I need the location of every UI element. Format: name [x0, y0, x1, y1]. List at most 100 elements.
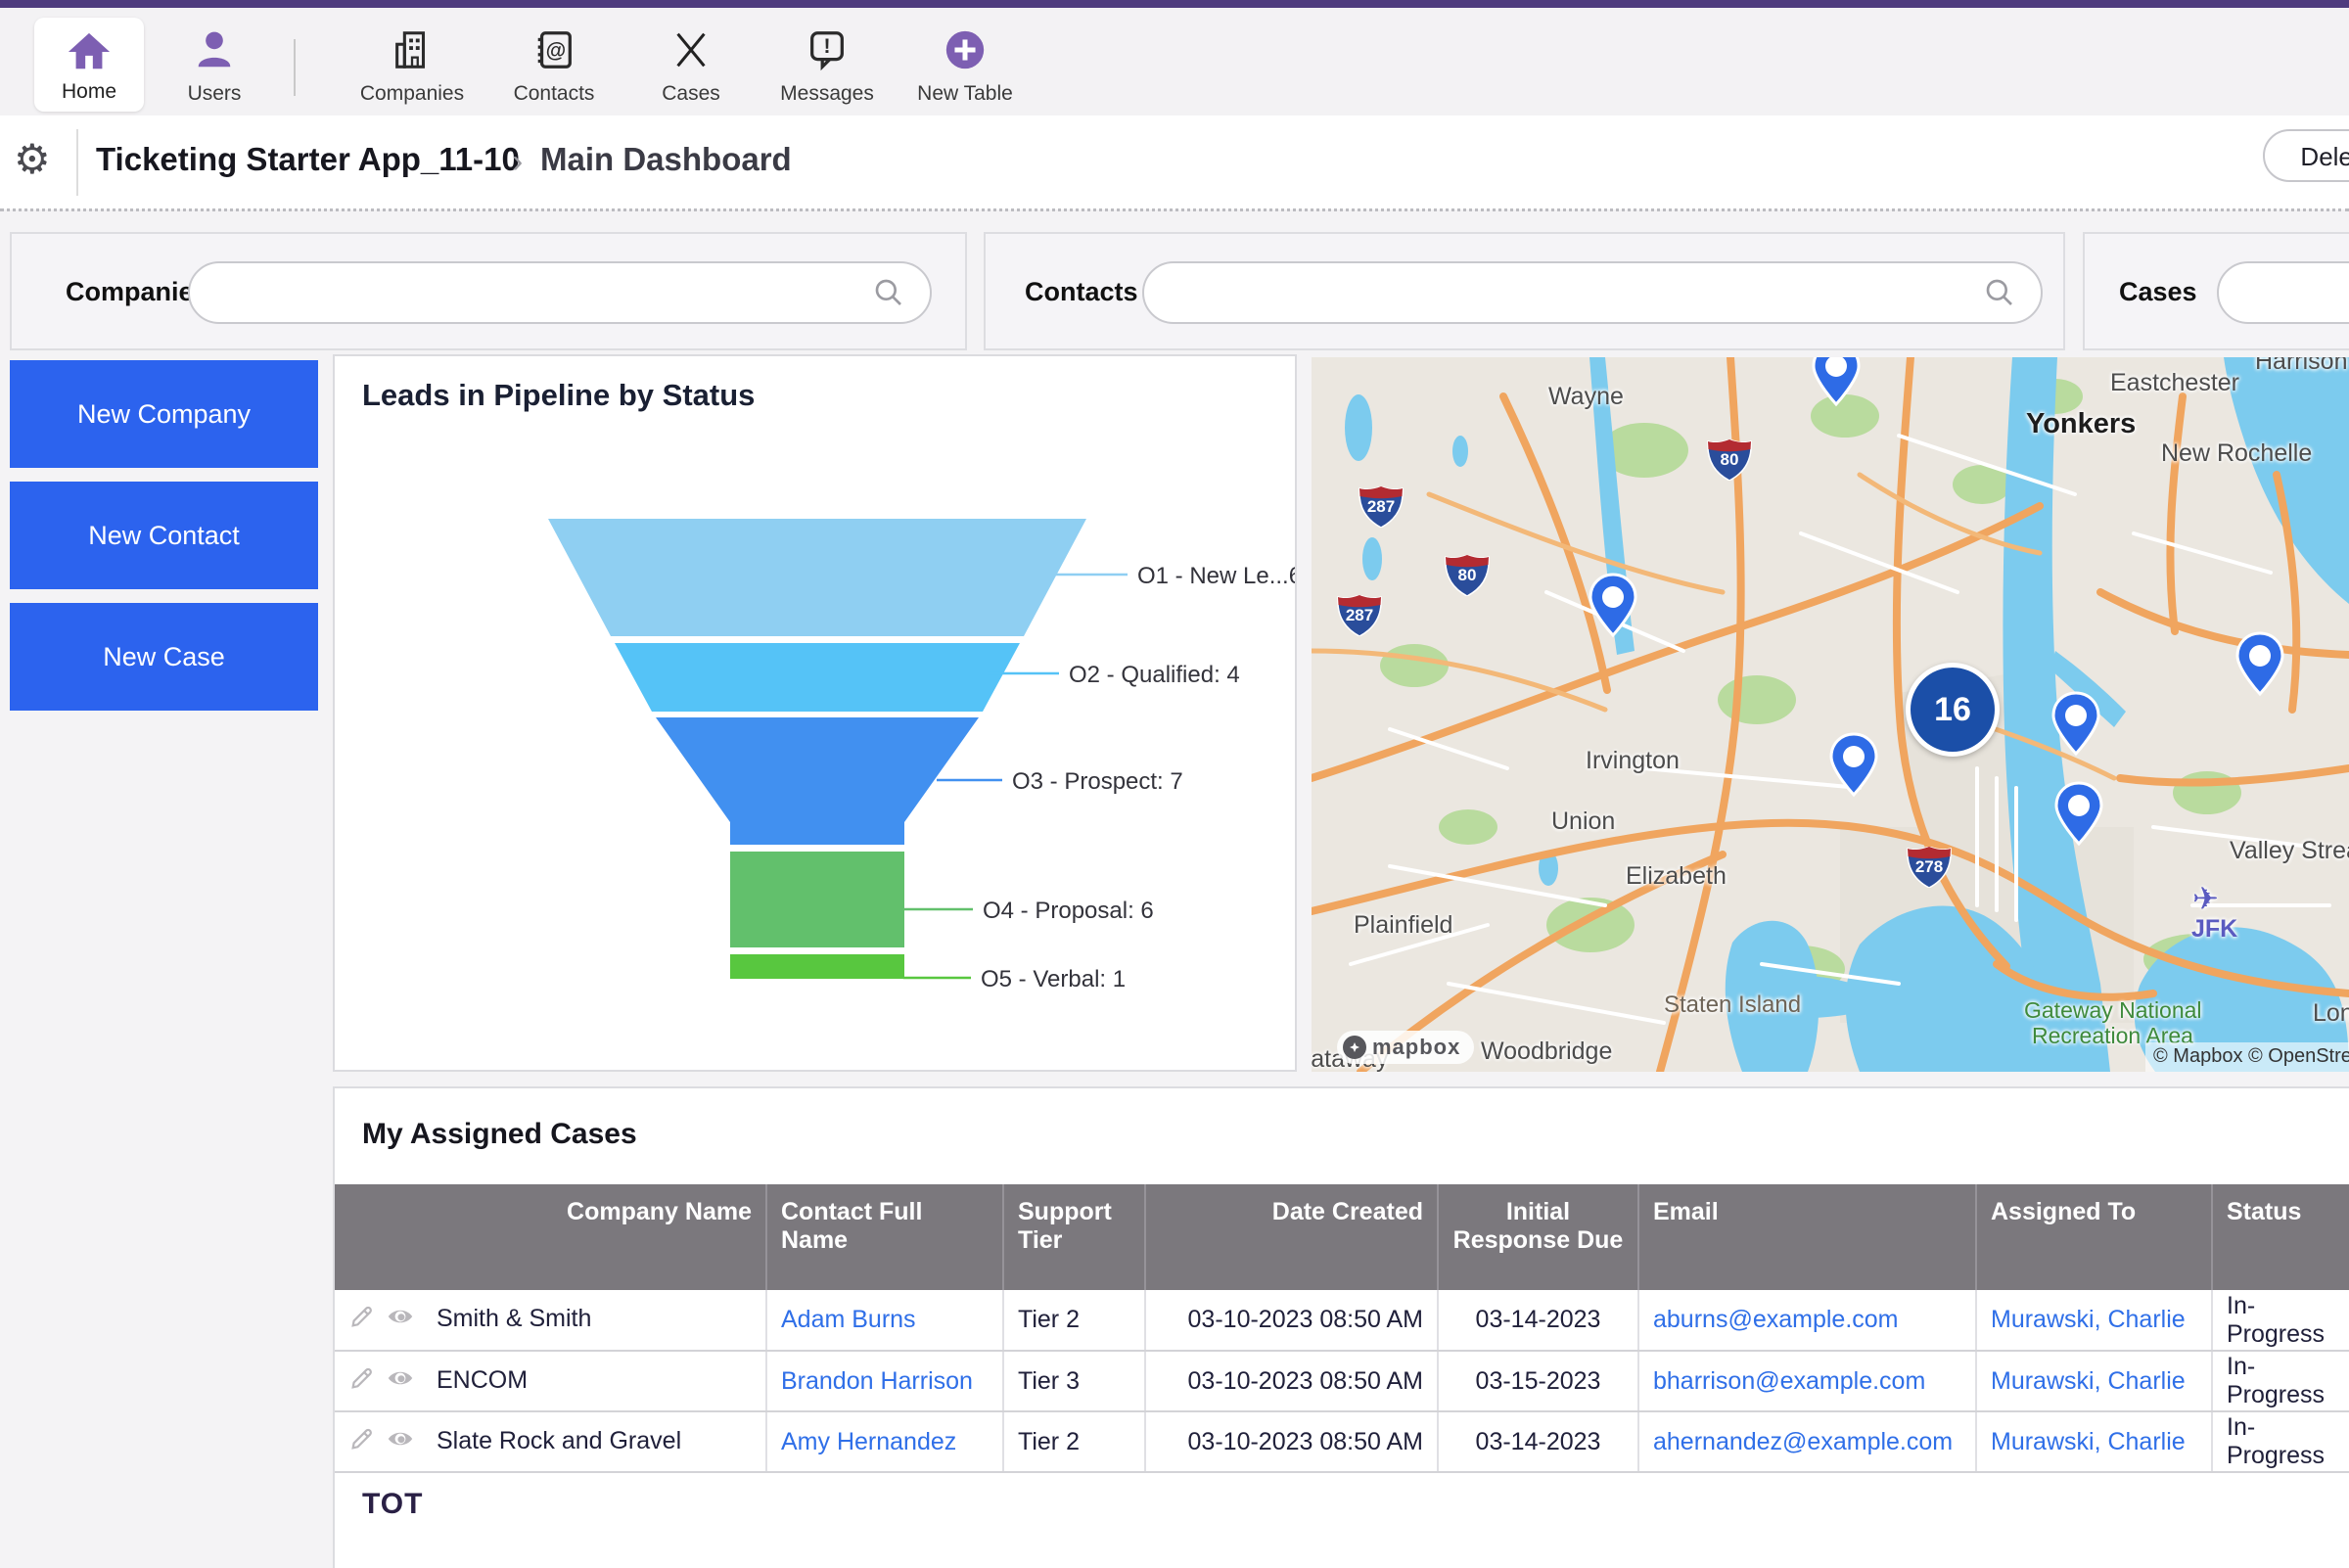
map-place-label: Gateway National [2024, 997, 2202, 1024]
funnel-chart: O1 - New Le...6 O2 - Qualified: 4 O3 - P… [335, 356, 1295, 1070]
main-nav: Home Users Companies @ C [0, 8, 2349, 115]
search-icon[interactable] [873, 277, 904, 308]
nav-label-home: Home [34, 80, 144, 104]
col-contact-full-name: Contact Full Name [766, 1184, 1003, 1290]
company-name-cell: Smith & Smith [437, 1305, 591, 1332]
top-accent-bar [0, 0, 2349, 8]
interstate-shield-icon: 278 [1907, 847, 1952, 888]
home-icon [34, 29, 144, 78]
contacts-search-panel: Contacts [984, 232, 2065, 350]
map-place-label: Harrison [2255, 357, 2347, 376]
date-created-cell: 03-10-2023 08:50 AM [1145, 1411, 1438, 1472]
edit-icon[interactable] [348, 1303, 376, 1337]
totals-label: TOT [362, 1488, 423, 1521]
assigned-to-link[interactable]: Murawski, Charlie [1991, 1367, 2186, 1395]
email-link[interactable]: bharrison@example.com [1653, 1367, 1925, 1395]
support-tier-cell: Tier 2 [1003, 1290, 1145, 1351]
support-tier-cell: Tier 3 [1003, 1351, 1145, 1411]
page-title: Main Dashboard [540, 141, 792, 178]
nav-label-messages: Messages [754, 82, 900, 106]
new-contact-button[interactable]: New Contact [10, 482, 318, 589]
map-place-label: Eastchester [2110, 369, 2239, 397]
assigned-to-link[interactable]: Murawski, Charlie [1991, 1428, 2186, 1455]
map-place-label: New Rochelle [2161, 439, 2312, 468]
status-cell: In-Progress [2212, 1290, 2349, 1351]
cases-map[interactable]: WayneYonkersEastchesterNew RochelleHarri… [1312, 357, 2349, 1072]
app-title: Ticketing Starter App_11-10 [96, 141, 520, 178]
map-place-label: JFK [2191, 915, 2237, 944]
contacts-search-input[interactable] [1142, 261, 2043, 324]
search-icon[interactable] [1984, 277, 2015, 308]
nav-item-messages[interactable]: ! Messages [754, 20, 900, 106]
nav-item-companies[interactable]: Companies [339, 20, 485, 106]
assigned-cases-title: My Assigned Cases [362, 1118, 637, 1151]
cases-table-body: Smith & Smith Adam Burns Tier 2 03-10-20… [335, 1290, 2349, 1472]
map-pin-marker[interactable] [2050, 691, 2101, 758]
col-assigned-to: Assigned To [1976, 1184, 2212, 1290]
nav-item-cases[interactable]: Cases [618, 20, 764, 106]
delete-button[interactable]: Delete [2263, 129, 2349, 182]
view-icon[interactable] [386, 1425, 415, 1459]
response-due-cell: 03-15-2023 [1438, 1351, 1638, 1411]
map-place-label: Union [1551, 807, 1615, 836]
nav-item-home[interactable]: Home [34, 18, 144, 112]
funnel-label-o4: O4 - Proposal: 6 [983, 898, 1154, 924]
email-link[interactable]: aburns@example.com [1653, 1306, 1899, 1333]
funnel-label-o3: O3 - Prospect: 7 [1012, 768, 1183, 795]
companies-search-panel: Companies [10, 232, 967, 350]
nav-item-users[interactable]: Users [141, 20, 288, 106]
map-pin-marker[interactable] [1811, 357, 1862, 408]
map-place-label: Irvington [1586, 747, 1680, 775]
col-date-created: Date Created [1145, 1184, 1438, 1290]
contacts-search-label: Contacts [1025, 277, 1138, 307]
company-name-cell: Slate Rock and Gravel [437, 1427, 681, 1454]
company-name-cell: ENCOM [437, 1366, 528, 1394]
cases-search-input[interactable] [2217, 261, 2349, 324]
cases-icon [618, 27, 764, 78]
table-row: ENCOM Brandon Harrison Tier 3 03-10-2023… [335, 1351, 2349, 1411]
nav-label-users: Users [141, 82, 288, 106]
interstate-shield-icon: 287 [1359, 486, 1404, 528]
map-pin-marker[interactable] [2053, 781, 2104, 848]
gear-icon[interactable]: ⚙ [14, 135, 51, 183]
shield-number: 287 [1359, 497, 1404, 517]
svg-text:@: @ [546, 40, 567, 63]
header-dotted-separator [0, 208, 2349, 211]
email-link[interactable]: ahernandez@example.com [1653, 1428, 1953, 1455]
interstate-shield-icon: 80 [1707, 439, 1752, 481]
map-place-label: Long [2313, 999, 2349, 1028]
leads-funnel-card: Leads in Pipeline by Status O1 - New Le.… [333, 354, 1297, 1072]
response-due-cell: 03-14-2023 [1438, 1411, 1638, 1472]
breadcrumb-divider [76, 129, 78, 196]
nav-item-contacts[interactable]: @ Contacts [481, 20, 627, 106]
edit-icon[interactable] [348, 1364, 376, 1399]
contact-link[interactable]: Adam Burns [781, 1306, 916, 1333]
contact-link[interactable]: Amy Hernandez [781, 1428, 956, 1455]
status-cell: In-Progress [2212, 1351, 2349, 1411]
companies-icon [339, 27, 485, 78]
map-cluster-marker[interactable]: 16 [1906, 663, 2000, 757]
table-row: Smith & Smith Adam Burns Tier 2 03-10-20… [335, 1290, 2349, 1351]
shield-number: 278 [1907, 857, 1952, 877]
col-status: Status [2212, 1184, 2349, 1290]
new-case-button[interactable]: New Case [10, 603, 318, 711]
new-company-button[interactable]: New Company [10, 360, 318, 468]
cases-search-panel: Cases [2083, 232, 2349, 350]
nav-item-new-table[interactable]: New Table [892, 20, 1038, 106]
response-due-cell: 03-14-2023 [1438, 1290, 1638, 1351]
view-icon[interactable] [386, 1364, 415, 1399]
companies-search-input[interactable] [188, 261, 932, 324]
map-pin-marker[interactable] [1828, 732, 1879, 799]
nav-divider [294, 39, 296, 96]
companies-search-label: Companies [66, 277, 208, 307]
map-pin-marker[interactable] [2234, 631, 2285, 698]
map-pin-marker[interactable] [1588, 573, 1638, 639]
date-created-cell: 03-10-2023 08:50 AM [1145, 1290, 1438, 1351]
view-icon[interactable] [386, 1303, 415, 1337]
edit-icon[interactable] [348, 1425, 376, 1459]
contact-link[interactable]: Brandon Harrison [781, 1367, 973, 1395]
assigned-to-link[interactable]: Murawski, Charlie [1991, 1306, 2186, 1333]
messages-icon: ! [754, 27, 900, 78]
col-initial-response-due: Initial Response Due [1438, 1184, 1638, 1290]
col-email: Email [1638, 1184, 1976, 1290]
